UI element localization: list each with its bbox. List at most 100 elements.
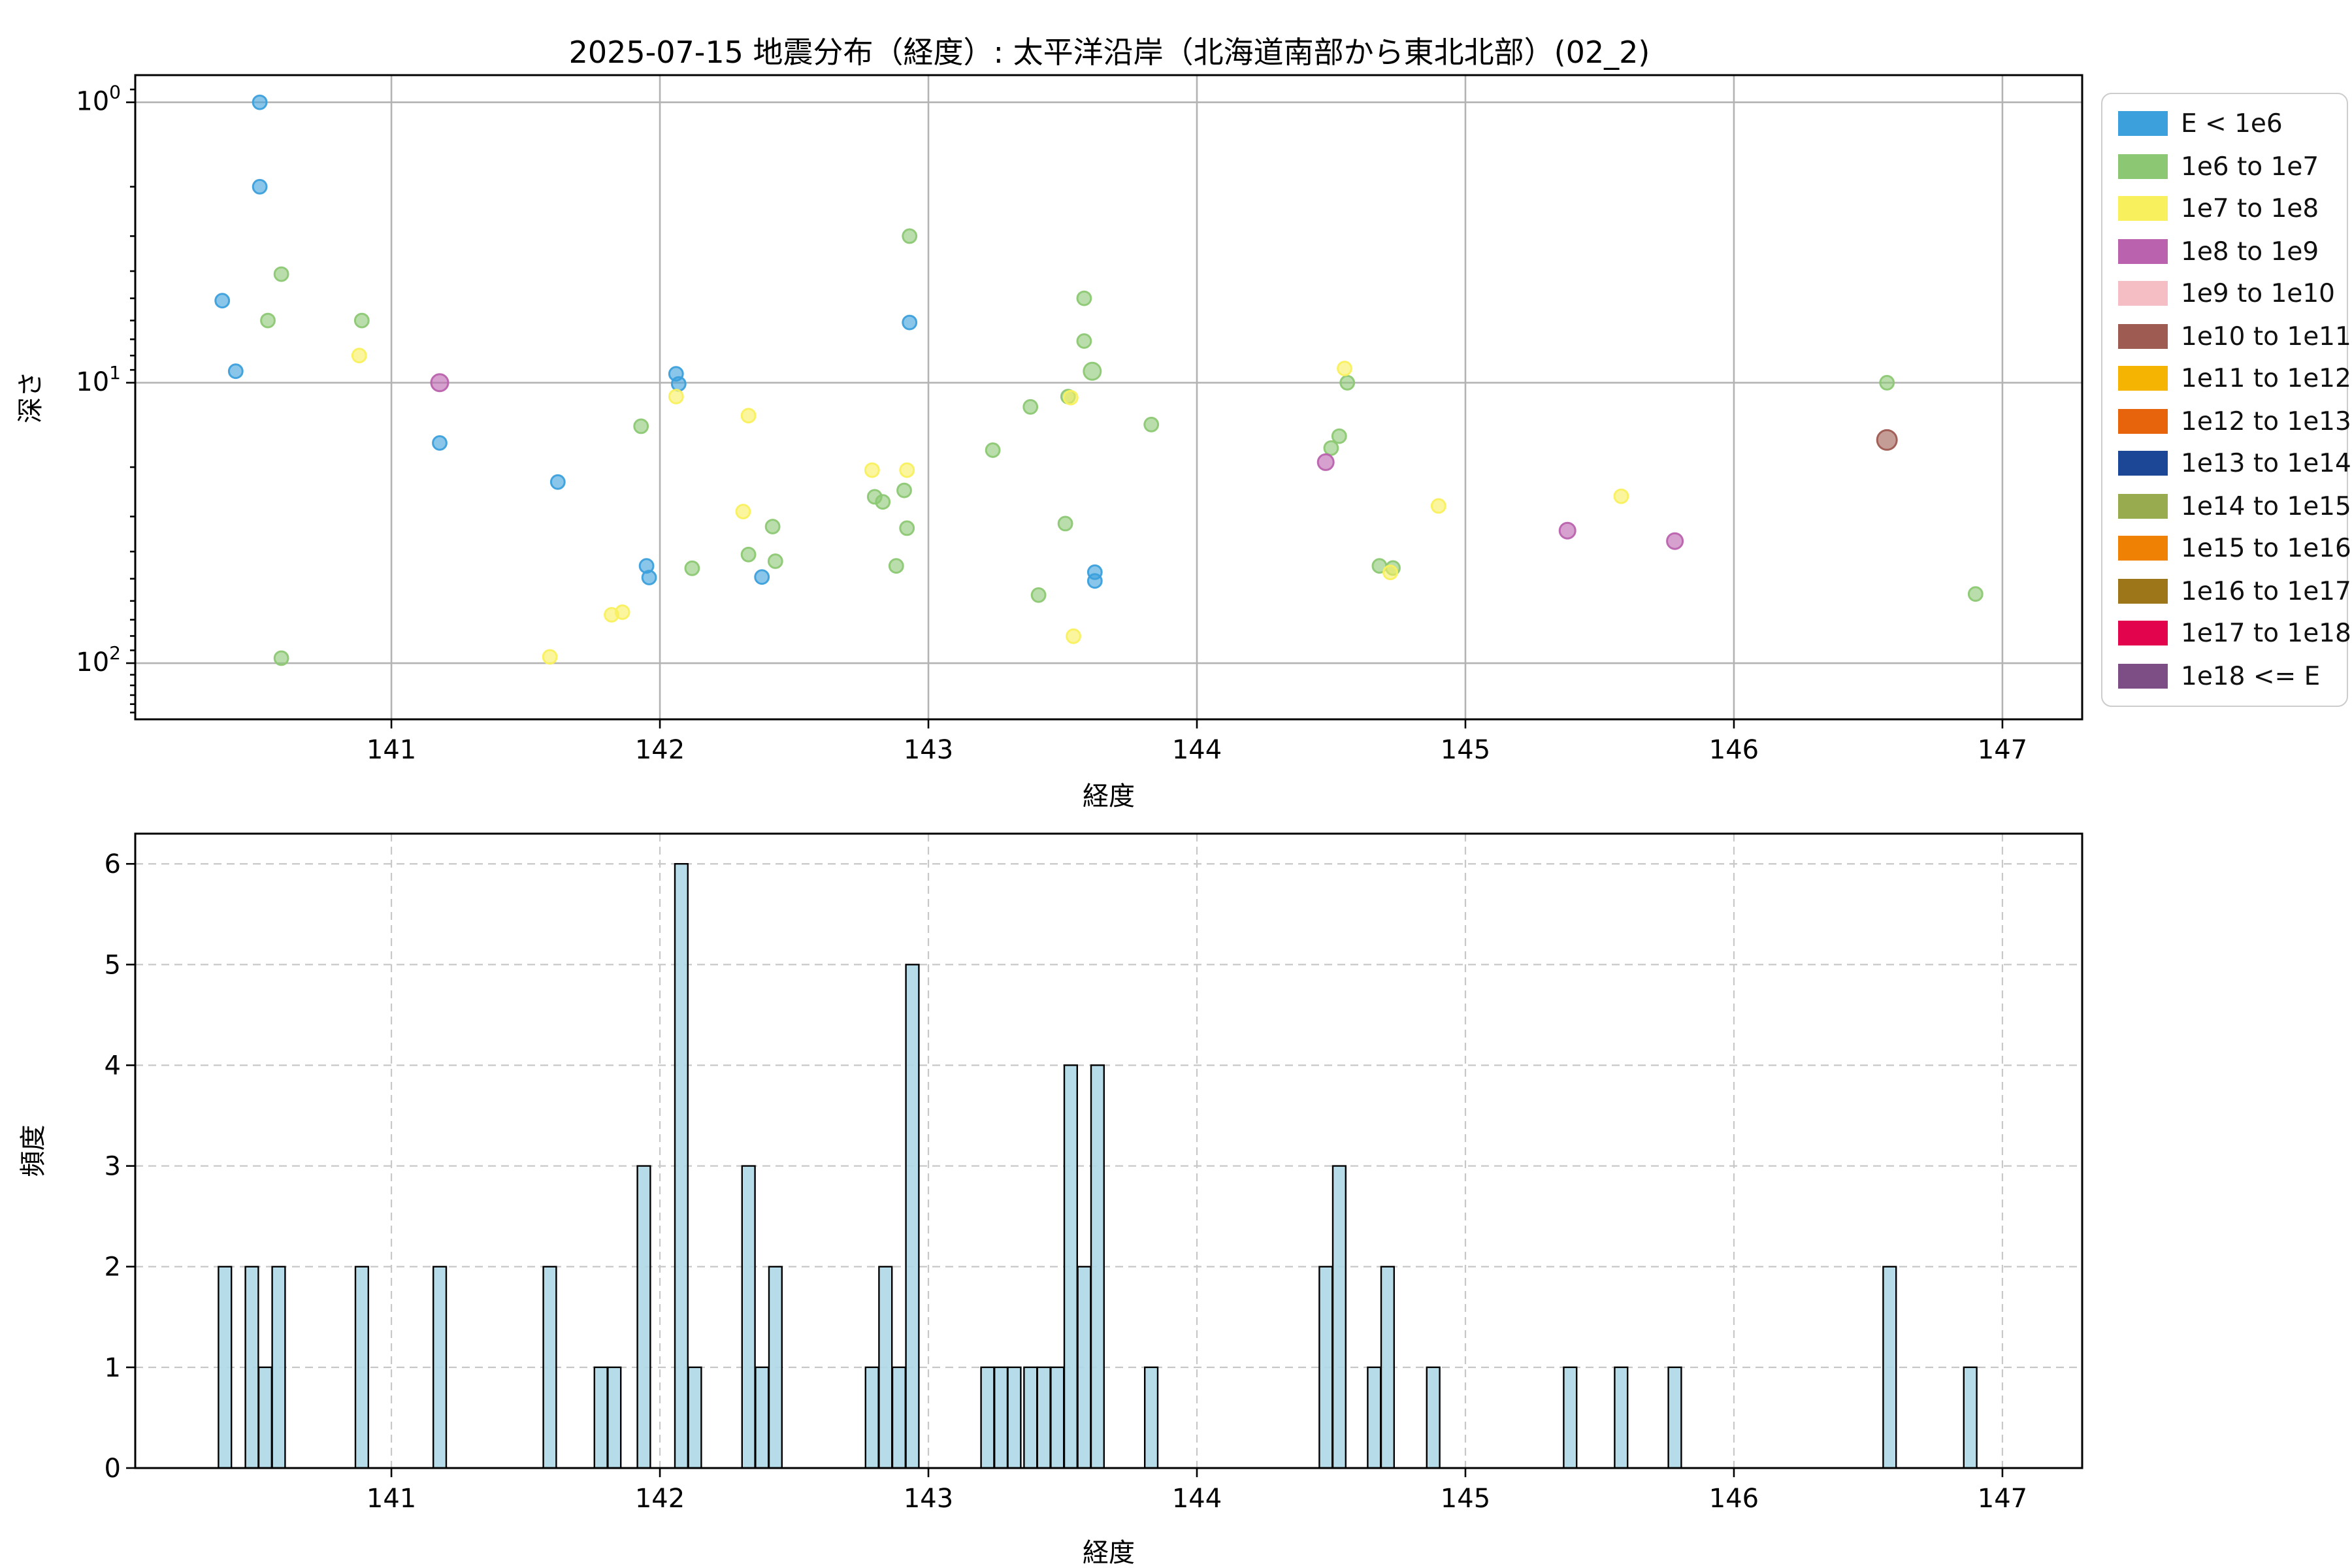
- scatter-point: [273, 266, 289, 282]
- legend-entry: 1e9 to 1e10: [2118, 278, 2335, 308]
- legend-entry: 1e7 to 1e8: [2118, 193, 2331, 223]
- legend-entry: 1e18 <= E: [2118, 661, 2331, 691]
- y-tick-label: 3: [105, 1152, 121, 1182]
- scatter-point: [430, 373, 449, 393]
- x-tick-label: 142: [635, 1484, 685, 1514]
- legend-swatch-icon: [2118, 323, 2168, 348]
- x-axis-title: 経度: [1083, 781, 1135, 811]
- scatter-point: [1666, 532, 1684, 550]
- histogram-bar: [244, 1266, 259, 1469]
- scatter-point: [668, 389, 684, 404]
- legend-swatch-icon: [2118, 663, 2168, 688]
- legend-swatch-icon: [2118, 238, 2168, 263]
- legend-entry: 1e12 to 1e13: [2118, 406, 2351, 436]
- scatter-axes-frame: [134, 74, 2083, 721]
- histogram-bar: [1367, 1366, 1382, 1469]
- y-tick-label: 6: [105, 849, 121, 879]
- legend-entry: 1e14 to 1e15: [2118, 491, 2351, 521]
- histogram-bar: [218, 1266, 233, 1469]
- histogram-bar: [354, 1266, 369, 1469]
- scatter-point: [1337, 361, 1352, 376]
- y-tick-label: 1: [105, 1353, 121, 1383]
- scatter-point: [902, 228, 918, 244]
- scatter-point: [633, 418, 649, 434]
- x-tick-label: 147: [1978, 735, 2027, 765]
- y-tick-label: 102: [76, 642, 121, 678]
- scatter-point: [1558, 521, 1576, 540]
- y-tick-label: 2: [105, 1252, 121, 1282]
- histogram-bars: [218, 862, 1978, 1469]
- scatter-point: [1613, 488, 1629, 504]
- histogram-bar: [636, 1165, 651, 1469]
- histogram-bar: [905, 964, 920, 1469]
- scatter-point: [740, 546, 757, 563]
- histogram-bar: [1614, 1366, 1629, 1469]
- scatter-point: [735, 504, 751, 519]
- histogram-bar: [768, 1266, 783, 1469]
- histogram-bar: [993, 1366, 1009, 1469]
- scatter-ticks: [126, 88, 2004, 728]
- histogram-axis-labels: 141 142 143 144 145 146 147 0 1 2 3 4 5 6 経度 頻度: [18, 849, 2027, 1568]
- x-tick-label: 143: [904, 735, 953, 765]
- histogram-bar: [891, 1366, 906, 1469]
- scatter-point: [740, 408, 757, 424]
- scatter-axis-labels: 141 142 143 144 145 146 147 100 101 102 経度 深さ: [16, 82, 2027, 811]
- scatter-point: [542, 649, 558, 665]
- y-tick-label: 0: [105, 1454, 121, 1484]
- scatter-point: [1879, 374, 1895, 391]
- x-tick-label: 145: [1441, 735, 1490, 765]
- histogram-bar: [593, 1366, 608, 1469]
- scatter-point: [1030, 587, 1047, 603]
- legend-label: 1e16 to 1e17: [2181, 576, 2351, 606]
- scatter-point: [260, 312, 276, 329]
- scatter-point: [902, 314, 918, 331]
- scatter-point: [1083, 361, 1102, 381]
- legend-swatch-icon: [2118, 408, 2168, 433]
- legend-swatch-icon: [2118, 281, 2168, 306]
- histogram-gridlines: [135, 834, 2082, 1468]
- histogram-bar: [1667, 1366, 1682, 1469]
- scatter-point: [767, 553, 783, 569]
- scatter-point: [1430, 498, 1446, 514]
- legend-label: 1e10 to 1e11: [2181, 321, 2351, 351]
- y-axis-title: 深さ: [16, 371, 46, 423]
- legend-box: E < 1e6 1e6 to 1e7 1e7 to 1e8 1e8 to 1e9 1e9…: [2101, 93, 2351, 706]
- legend-label: 1e15 to 1e16: [2181, 533, 2351, 563]
- histogram-bar: [980, 1366, 995, 1469]
- scatter-point: [764, 519, 781, 534]
- scatter-point: [899, 462, 915, 478]
- histogram-bar: [1007, 1366, 1022, 1469]
- x-tick-label: 141: [367, 1484, 416, 1514]
- histogram-plot: 141 142 143 144 145 146 147 0 1 2 3 4 5 6 経度 頻度: [18, 832, 2083, 1568]
- histogram-bar: [607, 1366, 622, 1469]
- y-tick-label: 5: [105, 950, 121, 980]
- legend-entry: 1e8 to 1e9: [2118, 236, 2331, 266]
- scatter-point: [252, 178, 268, 195]
- legend-label: 1e12 to 1e13: [2181, 406, 2351, 436]
- histogram-bar: [1426, 1366, 1441, 1469]
- histogram-ticks: [126, 862, 2004, 1477]
- histogram-bar: [1963, 1366, 1978, 1469]
- histogram-bar: [1563, 1366, 1578, 1469]
- legend-entry: 1e6 to 1e7: [2118, 151, 2331, 181]
- histogram-bar: [1882, 1266, 1897, 1469]
- histogram-bar: [1318, 1266, 1333, 1469]
- legend-label: 1e13 to 1e14: [2181, 448, 2351, 478]
- x-axis-title: 経度: [1083, 1538, 1135, 1568]
- scatter-point: [252, 94, 268, 110]
- x-tick-label: 146: [1709, 1484, 1759, 1514]
- scatter-point: [549, 474, 566, 490]
- scatter-point: [899, 520, 915, 536]
- scatter-point: [1316, 453, 1335, 471]
- scatter-point: [1967, 586, 1984, 602]
- legend-label: 1e6 to 1e7: [2181, 151, 2319, 181]
- histogram-bar: [1090, 1064, 1105, 1469]
- scatter-point: [1062, 389, 1079, 406]
- x-tick-label: 147: [1978, 1484, 2027, 1514]
- histogram-bar: [687, 1366, 702, 1469]
- scatter-point: [896, 482, 912, 498]
- scatter-gridlines: [135, 75, 2082, 719]
- scatter-point: [432, 435, 448, 451]
- legend-entry: 1e15 to 1e16: [2118, 533, 2351, 563]
